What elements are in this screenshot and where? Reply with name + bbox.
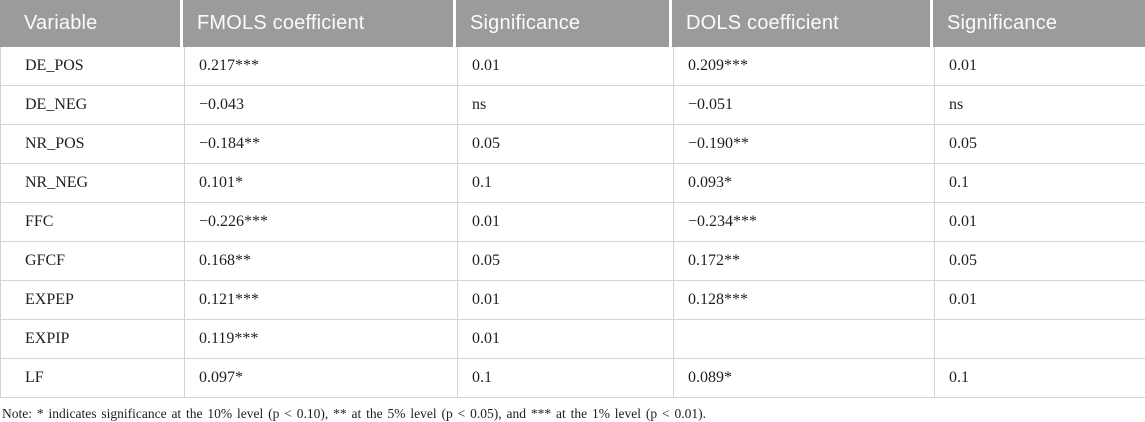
variable-cell: LF [1, 359, 184, 397]
table-footnote: Note: * indicates significance at the 10… [2, 406, 707, 421]
dols-coefficient-cell: 0.172** [673, 242, 934, 280]
table-row: GFCF 0.168** 0.05 0.172** 0.05 [1, 242, 1145, 281]
column-header-fmols-coefficient: FMOLS coefficient [183, 0, 456, 47]
column-header-significance-1: Significance [456, 0, 672, 47]
dols-significance-cell: 0.01 [934, 203, 1145, 241]
column-header-variable: Variable [0, 0, 183, 47]
variable-cell: EXPIP [1, 320, 184, 358]
table-row: DE_NEG −0.043 ns −0.051 ns [1, 86, 1145, 125]
table-body: DE_POS 0.217*** 0.01 0.209*** 0.01 DE_NE… [0, 47, 1145, 398]
dols-coefficient-cell: −0.234*** [673, 203, 934, 241]
dols-coefficient-cell: −0.190** [673, 125, 934, 163]
dols-coefficient-cell: 0.209*** [673, 47, 934, 85]
table-row: EXPEP 0.121*** 0.01 0.128*** 0.01 [1, 281, 1145, 320]
dols-significance-cell: ns [934, 86, 1145, 124]
fmols-significance-cell: 0.05 [457, 242, 673, 280]
column-header-dols-coefficient: DOLS coefficient [672, 0, 933, 47]
fmols-significance-cell: 0.01 [457, 47, 673, 85]
fmols-coefficient-cell: −0.043 [184, 86, 457, 124]
fmols-coefficient-cell: 0.097* [184, 359, 457, 397]
dols-significance-cell [934, 320, 1145, 358]
table-row: LF 0.097* 0.1 0.089* 0.1 [1, 359, 1145, 398]
table-row: NR_POS −0.184** 0.05 −0.190** 0.05 [1, 125, 1145, 164]
table-row: DE_POS 0.217*** 0.01 0.209*** 0.01 [1, 47, 1145, 86]
dols-coefficient-cell: 0.128*** [673, 281, 934, 319]
fmols-coefficient-cell: 0.101* [184, 164, 457, 202]
fmols-significance-cell: 0.1 [457, 164, 673, 202]
table-row: NR_NEG 0.101* 0.1 0.093* 0.1 [1, 164, 1145, 203]
fmols-coefficient-cell: 0.217*** [184, 47, 457, 85]
table-row: EXPIP 0.119*** 0.01 [1, 320, 1145, 359]
fmols-coefficient-cell: −0.226*** [184, 203, 457, 241]
fmols-significance-cell: 0.01 [457, 320, 673, 358]
dols-significance-cell: 0.01 [934, 47, 1145, 85]
dols-significance-cell: 0.1 [934, 164, 1145, 202]
variable-cell: NR_NEG [1, 164, 184, 202]
fmols-significance-cell: 0.01 [457, 281, 673, 319]
fmols-significance-cell: ns [457, 86, 673, 124]
dols-significance-cell: 0.01 [934, 281, 1145, 319]
dols-coefficient-cell [673, 320, 934, 358]
results-table: Variable FMOLS coefficient Significance … [0, 0, 1145, 398]
dols-significance-cell: 0.1 [934, 359, 1145, 397]
table-row: FFC −0.226*** 0.01 −0.234*** 0.01 [1, 203, 1145, 242]
fmols-coefficient-cell: 0.168** [184, 242, 457, 280]
fmols-significance-cell: 0.01 [457, 203, 673, 241]
dols-coefficient-cell: 0.093* [673, 164, 934, 202]
column-header-significance-2: Significance [933, 0, 1145, 47]
variable-cell: NR_POS [1, 125, 184, 163]
fmols-significance-cell: 0.1 [457, 359, 673, 397]
fmols-coefficient-cell: −0.184** [184, 125, 457, 163]
table-header-row: Variable FMOLS coefficient Significance … [0, 0, 1145, 47]
fmols-coefficient-cell: 0.121*** [184, 281, 457, 319]
fmols-significance-cell: 0.05 [457, 125, 673, 163]
variable-cell: DE_POS [1, 47, 184, 85]
variable-cell: DE_NEG [1, 86, 184, 124]
variable-cell: GFCF [1, 242, 184, 280]
dols-significance-cell: 0.05 [934, 125, 1145, 163]
variable-cell: EXPEP [1, 281, 184, 319]
dols-significance-cell: 0.05 [934, 242, 1145, 280]
variable-cell: FFC [1, 203, 184, 241]
fmols-coefficient-cell: 0.119*** [184, 320, 457, 358]
dols-coefficient-cell: −0.051 [673, 86, 934, 124]
dols-coefficient-cell: 0.089* [673, 359, 934, 397]
